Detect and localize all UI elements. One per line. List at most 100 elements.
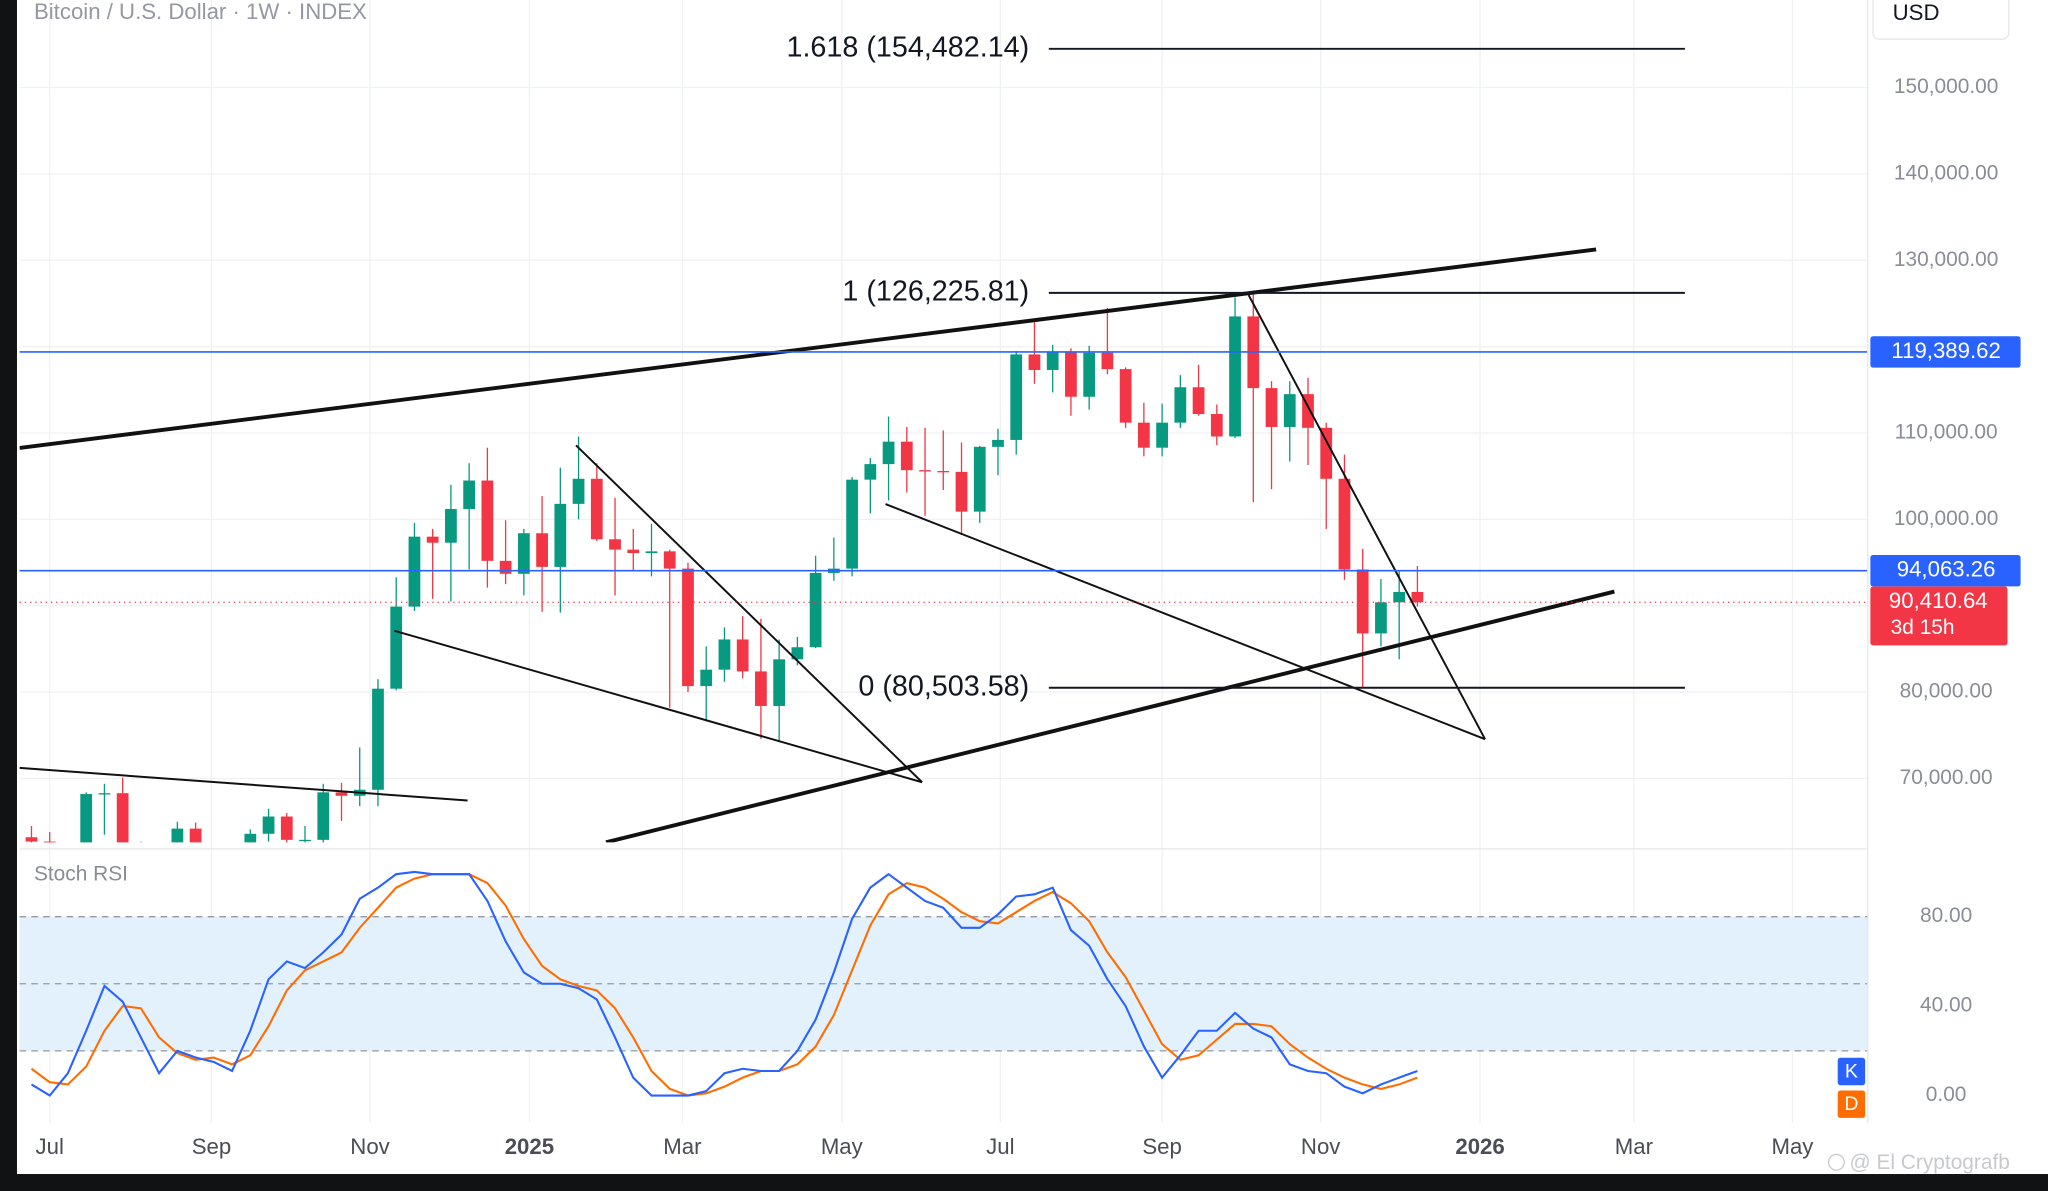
y-tick-label: 140,000.00	[1894, 161, 1998, 184]
candle-body	[335, 792, 348, 796]
candle-body	[408, 536, 421, 607]
candle-body	[554, 503, 567, 567]
last-price-tag	[1870, 586, 2008, 646]
candle-body	[1356, 569, 1369, 634]
unit-box	[1872, 0, 2010, 40]
candle-body	[262, 816, 275, 834]
candle-body	[718, 639, 731, 670]
chart-title: Bitcoin / U.S. Dollar · 1W · INDEX	[34, 0, 367, 24]
candle-body	[572, 478, 585, 504]
candle-body	[25, 837, 38, 842]
trend-lines	[19, 247, 1615, 843]
candle-body	[663, 551, 676, 569]
candle-body	[1338, 478, 1351, 570]
y-tick-label: 150,000.00	[1894, 75, 1998, 98]
x-tick-label: Jul	[986, 1134, 1014, 1159]
stoch-line	[30, 873, 1418, 1097]
trend-line	[1247, 294, 1486, 740]
x-tick-label: Mar	[1615, 1134, 1654, 1159]
candle-body	[937, 471, 950, 473]
candle-body	[590, 478, 603, 540]
x-tick-label: Sep	[192, 1134, 231, 1159]
trend-line	[394, 629, 923, 784]
candle-body	[1320, 427, 1333, 479]
candle-body	[864, 464, 877, 480]
y-tick-label: 80,000.00	[1900, 680, 1993, 703]
candle-body	[882, 441, 895, 465]
price-tag	[1870, 554, 2021, 587]
candle-body	[280, 816, 293, 840]
candle-body	[1265, 388, 1278, 427]
watermark-icon	[1827, 1153, 1845, 1171]
x-tick-label: May	[821, 1134, 864, 1159]
x-tick-label: May	[1771, 1134, 1814, 1159]
y-tick-label: 70,000.00	[1900, 766, 1993, 789]
candle-body	[1411, 591, 1424, 603]
left-edge	[0, 0, 17, 1191]
candle-body	[1137, 422, 1150, 448]
candle-body	[43, 841, 56, 843]
candle-body	[846, 479, 858, 569]
legend-label: K	[1845, 1060, 1858, 1082]
overlay: 1.618 (154,482.14) 1 (126,225.81) 0 (80,50…	[19, 31, 1868, 702]
y-tick-label: 100,000.00	[1894, 507, 1998, 530]
price-tag	[1870, 336, 2021, 368]
stoch-lines	[30, 870, 1418, 1097]
x-tick-label: Nov	[350, 1134, 390, 1159]
candle-body	[1119, 369, 1132, 423]
watermark: @ El Cryptografb	[1849, 1151, 2009, 1174]
x-tick-label: Nov	[1301, 1134, 1341, 1159]
candle-body	[1210, 414, 1223, 437]
pane-title: Stoch RSI	[34, 862, 128, 885]
x-tick-label: Sep	[1142, 1134, 1181, 1159]
x-tick-label: 2026	[1455, 1134, 1504, 1159]
fib-label: 1 (126,225.81)	[842, 275, 1029, 307]
y-tick-label: 130,000.00	[1894, 248, 1998, 271]
candle-body	[1065, 351, 1077, 397]
candle-body	[736, 639, 749, 672]
countdown: 3d 15h	[1891, 616, 1955, 639]
x-tick-label: Jul	[36, 1134, 64, 1159]
candle-body	[536, 533, 548, 567]
stoch-band	[19, 916, 1868, 1051]
legend-badge	[1837, 1057, 1866, 1086]
x-tick-label: 2025	[505, 1134, 554, 1159]
candle-body	[627, 549, 640, 554]
candle-body	[517, 533, 530, 574]
y-tick-label: 80.00	[1920, 904, 1972, 927]
candle-body	[1229, 316, 1241, 437]
candle-body	[1010, 354, 1023, 440]
candle-body	[700, 669, 713, 687]
bottom-edge	[0, 1174, 2048, 1191]
trend-line	[19, 247, 1597, 450]
candle-body	[390, 606, 403, 689]
candle-body	[1028, 354, 1041, 370]
candle-body	[426, 536, 439, 543]
trend-line	[605, 589, 1615, 843]
candle-body	[189, 828, 202, 843]
y-tick-label: 0.00	[1926, 1083, 1967, 1106]
candle-body	[1393, 591, 1406, 603]
candle-body	[299, 839, 311, 842]
last-price-label: 90,410.64	[1889, 588, 1988, 613]
candle-body	[1046, 351, 1059, 370]
price-tag-label: 94,063.26	[1897, 557, 1996, 582]
y-unit: USD	[1893, 0, 1940, 25]
candle-body	[244, 833, 257, 843]
candle-body	[900, 441, 913, 471]
candle-body	[317, 792, 330, 840]
candle-body	[445, 509, 457, 543]
candle-body	[791, 647, 804, 660]
candle-body	[973, 446, 986, 512]
trend-line	[885, 503, 1486, 741]
x-tick-label: Mar	[663, 1134, 702, 1159]
fib-label: 0 (80,503.58)	[858, 670, 1029, 702]
fib-label: 1.618 (154,482.14)	[786, 31, 1029, 63]
candle-body	[755, 671, 767, 706]
candle-body	[372, 688, 384, 790]
stoch-band	[19, 916, 1868, 1052]
candle-body	[773, 659, 786, 706]
candle-body	[1375, 602, 1387, 634]
price-tag-label: 119,389.62	[1891, 338, 2000, 363]
